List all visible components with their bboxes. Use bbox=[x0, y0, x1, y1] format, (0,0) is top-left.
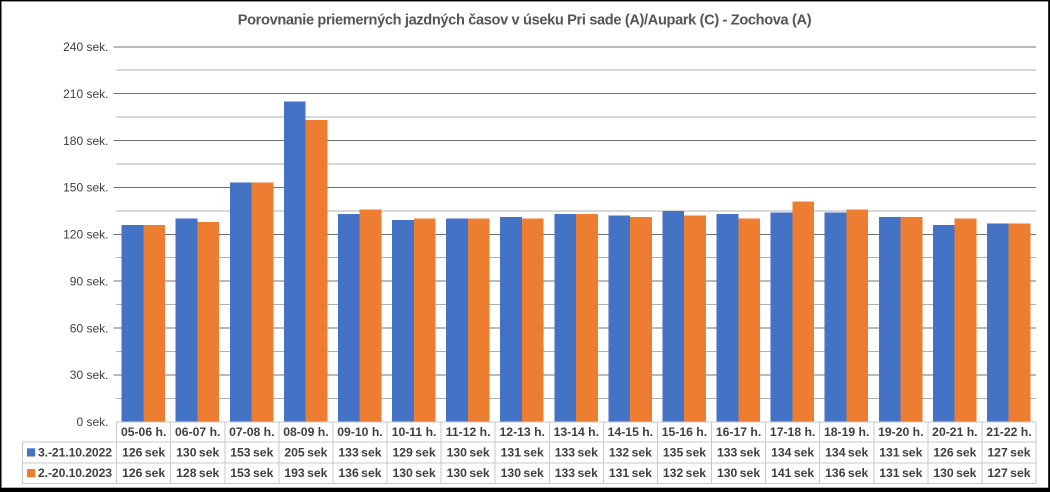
svg-text:133 sek: 133 sek bbox=[338, 445, 381, 459]
svg-text:126 sek: 126 sek bbox=[933, 445, 976, 459]
svg-text:130 sek: 130 sek bbox=[392, 466, 435, 480]
svg-text:06-07 h.: 06-07 h. bbox=[175, 425, 220, 439]
svg-text:127 sek: 127 sek bbox=[987, 466, 1030, 480]
svg-text:134 sek: 134 sek bbox=[825, 445, 868, 459]
svg-text:130 sek: 130 sek bbox=[717, 466, 760, 480]
svg-text:153 sek: 153 sek bbox=[230, 466, 273, 480]
svg-text:11-12 h.: 11-12 h. bbox=[446, 425, 491, 439]
svg-text:131 sek: 131 sek bbox=[609, 466, 652, 480]
svg-text:130 sek: 130 sek bbox=[447, 445, 490, 459]
svg-text:3.-21.10.2022: 3.-21.10.2022 bbox=[38, 445, 112, 459]
svg-text:126 sek: 126 sek bbox=[122, 466, 165, 480]
svg-text:193 sek: 193 sek bbox=[284, 466, 327, 480]
svg-text:128 sek: 128 sek bbox=[176, 466, 219, 480]
svg-text:18-19 h.: 18-19 h. bbox=[824, 425, 869, 439]
svg-text:127 sek: 127 sek bbox=[987, 445, 1030, 459]
svg-text:153 sek: 153 sek bbox=[230, 445, 273, 459]
svg-text:180 sek.: 180 sek. bbox=[63, 134, 108, 148]
svg-text:Porovnanie priemerných jazdnýc: Porovnanie priemerných jazdných časov v … bbox=[238, 13, 812, 29]
svg-text:10-11 h.: 10-11 h. bbox=[392, 425, 437, 439]
svg-text:130 sek: 130 sek bbox=[447, 466, 490, 480]
svg-text:133 sek: 133 sek bbox=[717, 445, 760, 459]
svg-text:19-20 h.: 19-20 h. bbox=[878, 425, 923, 439]
svg-text:07-08 h.: 07-08 h. bbox=[229, 425, 274, 439]
svg-text:14-15 h.: 14-15 h. bbox=[608, 425, 653, 439]
svg-text:136 sek: 136 sek bbox=[825, 466, 868, 480]
svg-text:12-13 h.: 12-13 h. bbox=[500, 425, 545, 439]
svg-text:135 sek: 135 sek bbox=[663, 445, 706, 459]
svg-text:08-09 h.: 08-09 h. bbox=[283, 425, 328, 439]
svg-text:131 sek: 131 sek bbox=[879, 445, 922, 459]
svg-text:20-21 h.: 20-21 h. bbox=[932, 425, 977, 439]
svg-text:09-10 h.: 09-10 h. bbox=[337, 425, 382, 439]
svg-text:120 sek.: 120 sek. bbox=[63, 228, 108, 242]
svg-text:134 sek: 134 sek bbox=[771, 445, 814, 459]
svg-text:60 sek.: 60 sek. bbox=[70, 321, 109, 335]
svg-text:21-22 h.: 21-22 h. bbox=[986, 425, 1031, 439]
svg-text:13-14 h.: 13-14 h. bbox=[554, 425, 599, 439]
svg-text:136 sek: 136 sek bbox=[338, 466, 381, 480]
svg-text:132 sek: 132 sek bbox=[609, 445, 652, 459]
svg-text:131 sek: 131 sek bbox=[879, 466, 922, 480]
svg-text:141 sek: 141 sek bbox=[771, 466, 814, 480]
svg-text:2.-20.10.2023: 2.-20.10.2023 bbox=[38, 466, 112, 480]
svg-text:133 sek: 133 sek bbox=[555, 445, 598, 459]
svg-text:150 sek.: 150 sek. bbox=[63, 181, 108, 195]
svg-text:133 sek: 133 sek bbox=[555, 466, 598, 480]
svg-text:132 sek: 132 sek bbox=[663, 466, 706, 480]
svg-text:90 sek.: 90 sek. bbox=[70, 274, 109, 288]
svg-text:17-18 h.: 17-18 h. bbox=[770, 425, 815, 439]
svg-text:16-17 h.: 16-17 h. bbox=[716, 425, 761, 439]
svg-text:210 sek.: 210 sek. bbox=[63, 87, 108, 101]
svg-text:240 sek.: 240 sek. bbox=[63, 40, 108, 54]
svg-text:130 sek: 130 sek bbox=[933, 466, 976, 480]
svg-text:30 sek.: 30 sek. bbox=[70, 368, 109, 382]
svg-text:129 sek: 129 sek bbox=[392, 445, 435, 459]
svg-text:05-06 h.: 05-06 h. bbox=[121, 425, 166, 439]
svg-text:205 sek: 205 sek bbox=[284, 445, 327, 459]
svg-text:0 sek.: 0 sek. bbox=[76, 415, 108, 429]
svg-text:130 sek: 130 sek bbox=[176, 445, 219, 459]
svg-text:15-16 h.: 15-16 h. bbox=[662, 425, 707, 439]
svg-text:126 sek: 126 sek bbox=[122, 445, 165, 459]
svg-text:130 sek: 130 sek bbox=[501, 466, 544, 480]
svg-text:131 sek: 131 sek bbox=[501, 445, 544, 459]
